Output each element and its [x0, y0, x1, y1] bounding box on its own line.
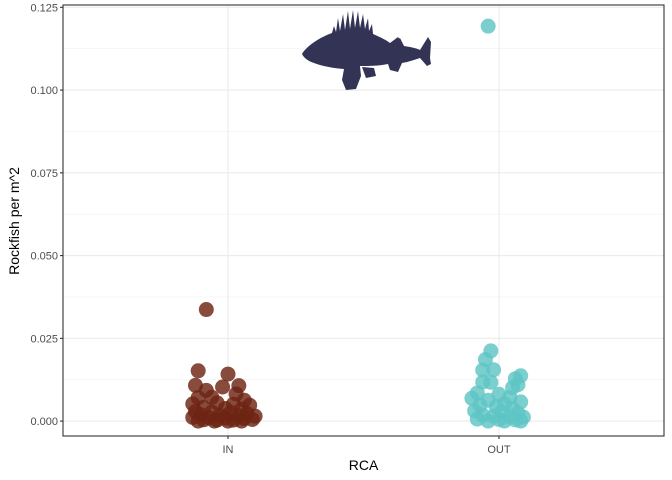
y-tick-label: 0.025	[30, 333, 58, 345]
data-point-in	[234, 413, 250, 429]
data-point-out	[486, 362, 502, 378]
data-point-out	[496, 413, 512, 429]
y-tick-label: 0.050	[30, 251, 58, 263]
data-point-in	[198, 302, 214, 318]
data-point-in	[220, 366, 236, 382]
x-tick-label: OUT	[487, 444, 511, 456]
data-points	[185, 18, 531, 429]
fish-silhouette-icon	[302, 10, 431, 90]
y-tick-label: 0.000	[30, 416, 58, 428]
y-tick-label: 0.125	[30, 2, 58, 14]
data-point-in	[206, 413, 222, 429]
y-axis-title: Rockfish per m^2	[6, 167, 22, 275]
x-tick-label: IN	[223, 444, 234, 456]
data-point-out	[513, 413, 529, 429]
y-tick-label: 0.075	[30, 168, 58, 180]
data-point-in	[190, 363, 206, 379]
data-point-out	[480, 413, 496, 429]
data-point-out	[483, 374, 499, 390]
y-axis: 0.000 0.025 0.050 0.075 0.100 0.125	[30, 2, 63, 428]
data-point-in	[215, 379, 231, 395]
x-axis: IN OUT	[223, 436, 511, 456]
data-point-in	[190, 413, 206, 429]
data-point-out	[475, 362, 491, 378]
y-tick-label: 0.100	[30, 85, 58, 97]
x-axis-title: RCA	[349, 457, 379, 473]
data-point-in	[220, 413, 236, 429]
plot-panel-border	[62, 4, 665, 437]
data-point-out	[480, 18, 496, 34]
